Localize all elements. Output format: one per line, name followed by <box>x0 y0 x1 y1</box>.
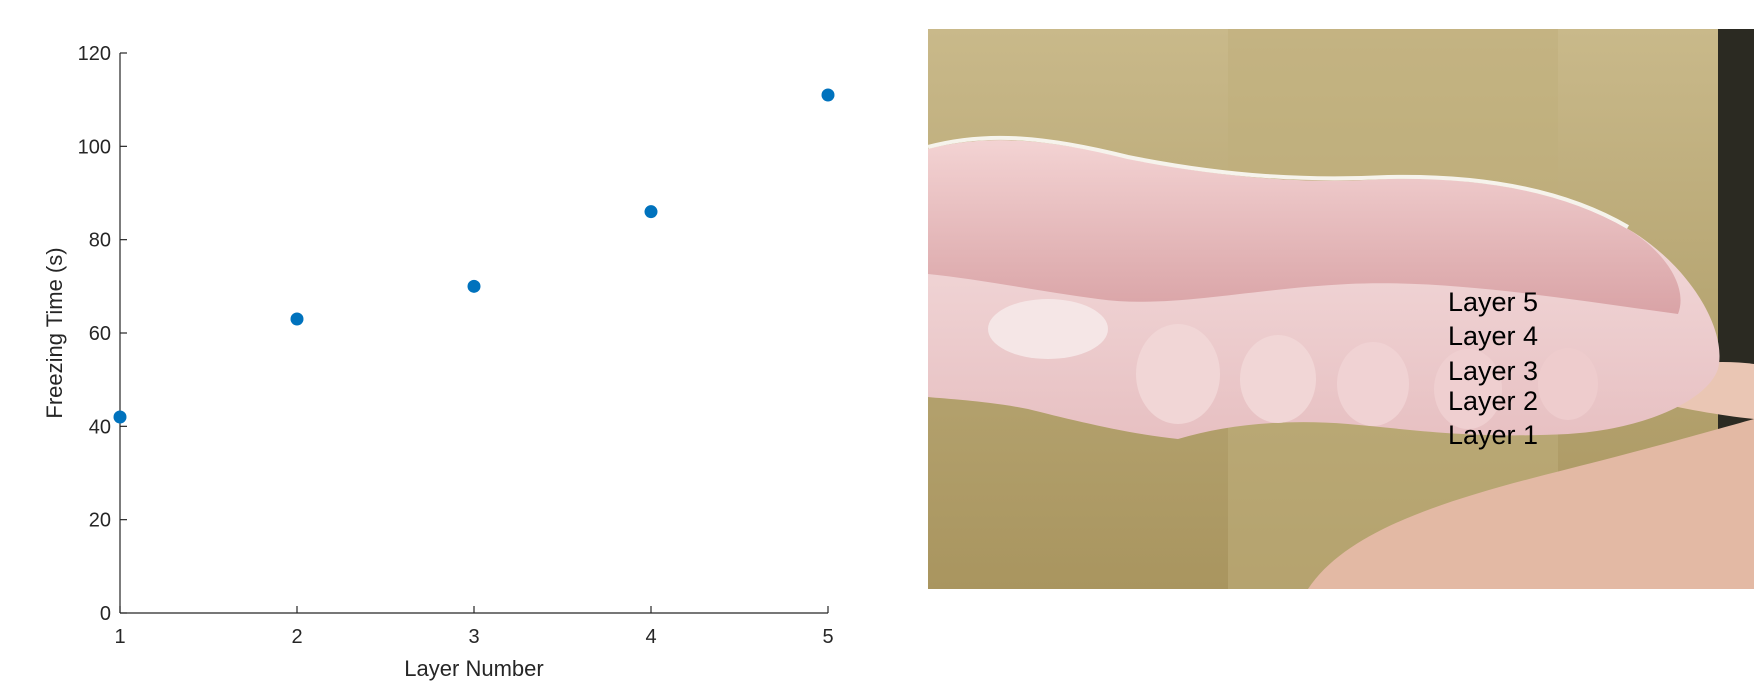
x-tick-label: 5 <box>822 626 833 648</box>
y-tick-label: 60 <box>89 323 111 345</box>
layer-label-5: Layer 5 <box>1448 287 1539 317</box>
layer-label-2: Layer 2 <box>1448 386 1539 416</box>
data-point <box>467 279 481 293</box>
layered-sample-photo: Layer 5 Layer 4 Layer 3 Layer 2 Layer 1 <box>928 29 1754 589</box>
data-points <box>113 88 835 424</box>
data-point <box>821 88 835 102</box>
x-tick-label: 2 <box>291 626 302 648</box>
data-point <box>290 312 304 326</box>
x-axis-title: Layer Number <box>404 656 543 681</box>
x-axis-ticks: 1 2 3 4 5 <box>114 606 834 648</box>
y-tick-label: 20 <box>89 510 111 532</box>
sample-photo-image <box>928 29 1754 589</box>
data-point <box>644 205 658 219</box>
y-tick-label: 0 <box>100 603 111 625</box>
y-tick-label: 80 <box>89 230 111 252</box>
layer-label-4: Layer 4 <box>1448 321 1539 351</box>
y-tick-label: 40 <box>89 416 111 438</box>
y-axis-ticks: 0 20 40 60 80 100 120 <box>78 43 127 625</box>
x-tick-label: 3 <box>468 626 479 648</box>
y-tick-label: 100 <box>78 136 111 158</box>
y-axis-title: Freezing Time (s) <box>42 247 67 418</box>
x-tick-label: 1 <box>114 626 125 648</box>
layer-label-3: Layer 3 <box>1448 356 1539 386</box>
layer-label-1: Layer 1 <box>1448 420 1539 450</box>
scatter-chart: 0 20 40 60 80 100 120 1 2 3 4 5 Layer Number Freez… <box>42 43 835 681</box>
data-point <box>113 410 127 424</box>
y-tick-label: 120 <box>78 43 111 65</box>
x-tick-label: 4 <box>645 626 656 648</box>
